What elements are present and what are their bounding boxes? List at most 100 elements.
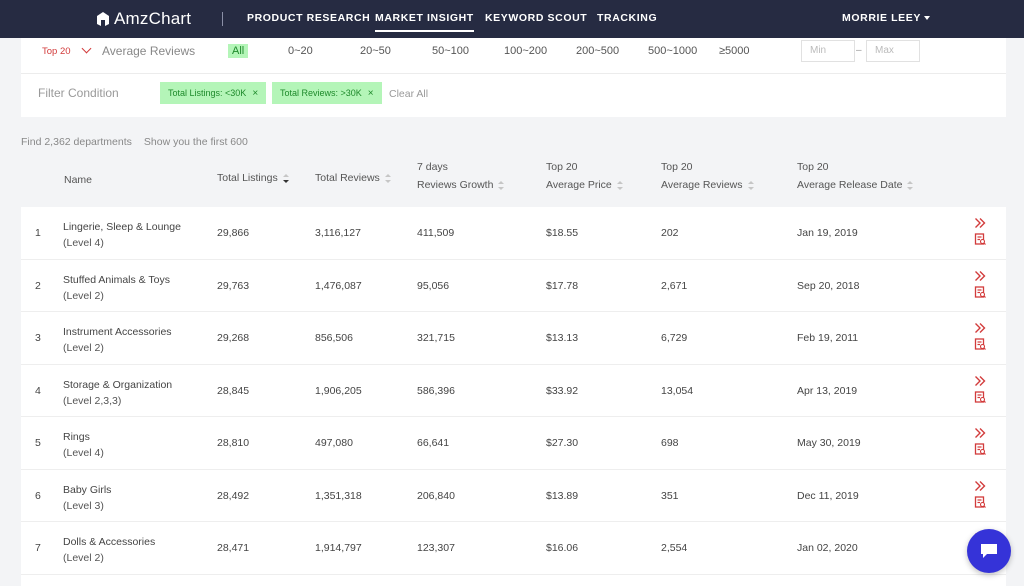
double-chevron-right-icon[interactable]	[974, 217, 986, 229]
col-header-label: Total Reviews	[315, 172, 380, 184]
close-icon[interactable]: ×	[367, 88, 374, 99]
logo[interactable]: AmzChart	[96, 9, 191, 29]
nav-product-research[interactable]: PRODUCT RESEARCH	[247, 12, 371, 24]
table-row[interactable]: 3 Instrument Accessories (Level 2) 29,268…	[21, 312, 1006, 365]
report-icon[interactable]	[974, 233, 986, 245]
range-all[interactable]: All	[228, 44, 249, 58]
report-icon[interactable]	[974, 285, 986, 298]
min-input[interactable]: Min	[801, 40, 855, 62]
double-chevron-right-icon[interactable]	[974, 427, 986, 439]
col-header-avg-reviews[interactable]: Top 20 Average Reviews	[661, 158, 755, 194]
nav-tracking[interactable]: TRACKING	[597, 12, 658, 24]
close-icon[interactable]: ×	[252, 88, 259, 99]
nav-market-insight[interactable]: MARKET INSIGHT	[375, 12, 474, 32]
row-index: 5	[35, 437, 41, 449]
table-row[interactable]: 4 Storage & Organization (Level 2,3,3) 28…	[21, 365, 1006, 417]
total-reviews: 1,351,318	[315, 489, 362, 502]
range-0-20[interactable]: 0~20	[288, 45, 313, 57]
total-listings: 28,845	[217, 384, 250, 397]
double-chevron-right-icon[interactable]	[974, 270, 986, 282]
col-header-growth[interactable]: 7 days Reviews Growth	[417, 158, 505, 194]
department-name-text: Storage & Organization	[63, 378, 173, 391]
chat-button[interactable]	[967, 529, 1011, 573]
range-50-100[interactable]: 50~100	[432, 45, 470, 57]
top-nav: AmzChart PRODUCT RESEARCH MARKET INSIGHT…	[0, 0, 1024, 38]
logo-text: AmzChart	[114, 9, 192, 28]
average-reviews: 202	[661, 227, 679, 239]
result-count: Find 2,362 departments	[21, 136, 132, 148]
col-header-price[interactable]: Top 20 Average Price	[546, 158, 624, 194]
max-input[interactable]: Max	[866, 40, 920, 62]
total-reviews: 856,506	[315, 332, 353, 344]
report-icon[interactable]	[974, 338, 986, 350]
report-icon[interactable]	[974, 495, 986, 508]
average-reviews: 13,054	[661, 384, 694, 397]
col-header-label: Top 20	[546, 161, 578, 173]
department-name[interactable]: Dolls & Accessories (Level 2)	[63, 534, 155, 566]
chevron-down-icon[interactable]	[81, 43, 92, 54]
sort-icon[interactable]	[384, 173, 392, 183]
report-icon[interactable]	[974, 390, 986, 403]
sort-icon[interactable]	[747, 180, 755, 190]
col-header-listings[interactable]: Total Listings	[217, 169, 290, 187]
department-name[interactable]: Stuffed Animals & Toys (Level 2)	[63, 272, 170, 304]
total-listings: 29,763	[217, 279, 250, 292]
double-chevron-right-icon[interactable]	[974, 480, 986, 492]
table-row[interactable]: 7 Dolls & Accessories (Level 2) 28,471 1,…	[21, 522, 1006, 575]
clear-all-button[interactable]: Clear All	[389, 88, 429, 100]
row-actions	[974, 480, 988, 508]
department-name[interactable]: Storage & Organization (Level 2,3,3)	[63, 377, 172, 409]
range-5000-plus[interactable]: ≥5000	[719, 45, 750, 57]
table-row[interactable]: 2 Stuffed Animals & Toys (Level 2) 29,763…	[21, 260, 1006, 312]
sort-icon[interactable]	[498, 180, 505, 190]
chip-label: Total Reviews: >30K	[280, 88, 362, 98]
row-actions	[974, 427, 988, 455]
department-name[interactable]: Lingerie, Sleep & Lounge (Level 4)	[63, 219, 181, 251]
department-name-text: Baby Girls	[63, 483, 112, 496]
department-level: (Level 4)	[63, 447, 104, 459]
report-icon[interactable]	[974, 443, 986, 455]
nav-keyword-scout[interactable]: KEYWORD SCOUT	[485, 12, 588, 24]
department-level: (Level 2)	[63, 552, 104, 564]
sort-icon[interactable]	[282, 173, 290, 183]
filter-chip-listings[interactable]: Total Listings: <30K ×	[160, 82, 267, 104]
col-header-label: 7 days	[417, 161, 448, 173]
filter-chip-reviews[interactable]: Total Reviews: >30K ×	[272, 82, 382, 104]
result-limit: Show you the first 600	[143, 136, 248, 148]
range-100-200[interactable]: 100~200	[504, 45, 548, 57]
metric-label: Average Reviews	[102, 44, 196, 58]
total-reviews: 1,906,205	[315, 384, 362, 397]
double-chevron-right-icon[interactable]	[974, 375, 986, 387]
row-actions	[974, 270, 988, 298]
sort-icon[interactable]	[616, 180, 624, 190]
department-name[interactable]: Baby Girls (Level 3)	[63, 482, 111, 514]
row-index: 6	[35, 489, 41, 502]
range-20-50[interactable]: 20~50	[360, 45, 391, 57]
sort-icon[interactable]	[907, 180, 914, 190]
logo-icon	[97, 12, 109, 26]
table-row[interactable]: 5 Rings (Level 4) 28,810 497,080 66,641 $…	[21, 417, 1006, 470]
col-header-label: Total Listings	[217, 172, 278, 184]
average-price: $13.13	[546, 332, 579, 344]
department-name[interactable]: Instrument Accessories (Level 2)	[63, 324, 172, 356]
filter-panel: Top 20 Average Reviews All 0~20 20~50 50…	[21, 38, 1006, 117]
departments-table: 1 Lingerie, Sleep & Lounge (Level 4) 29,8…	[21, 207, 1006, 586]
department-name[interactable]: Rings (Level 4)	[63, 429, 104, 461]
total-listings: 28,471	[217, 542, 250, 554]
col-header-reviews[interactable]: Total Reviews	[315, 169, 392, 187]
department-name-text: Dolls & Accessories	[63, 536, 156, 548]
filter-condition-label: Filter Condition	[38, 86, 119, 100]
col-header-release[interactable]: Top 20 Average Release Date	[797, 158, 914, 194]
range-500-1000[interactable]: 500~1000	[648, 45, 698, 57]
average-reviews: 698	[661, 437, 679, 449]
double-chevron-right-icon[interactable]	[974, 322, 986, 334]
average-release-date: Feb 19, 2011	[797, 332, 859, 344]
department-level: (Level 2)	[63, 342, 104, 354]
reviews-growth: 66,641	[417, 437, 450, 449]
table-row[interactable]: 6 Baby Girls (Level 3) 28,492 1,351,318 2…	[21, 470, 1006, 522]
department-name-text: Rings	[63, 431, 90, 443]
top-select[interactable]: Top 20	[42, 46, 71, 57]
table-row[interactable]: 1 Lingerie, Sleep & Lounge (Level 4) 29,8…	[21, 207, 1006, 260]
range-200-500[interactable]: 200~500	[576, 45, 620, 57]
user-menu[interactable]: MORRIE LEEY	[842, 12, 930, 24]
